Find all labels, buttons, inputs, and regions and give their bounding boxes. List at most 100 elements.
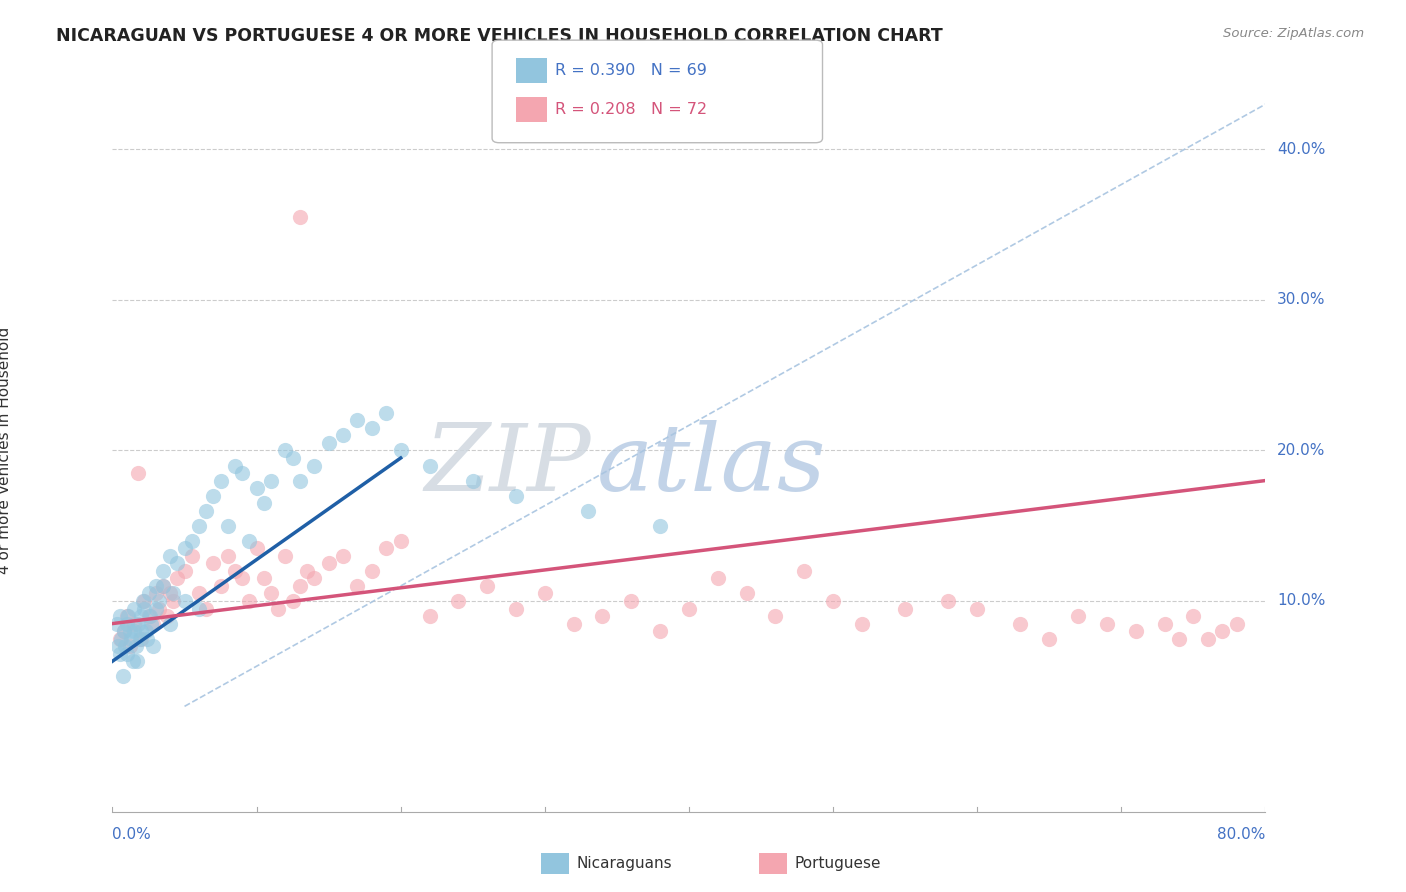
- Point: [1211, 624, 1233, 639]
- Point: [125, 654, 148, 668]
- Point: [128, 632, 150, 646]
- Point: [108, 647, 131, 661]
- Point: [159, 586, 181, 600]
- Point: [114, 639, 136, 653]
- Point: [318, 557, 340, 571]
- Point: [346, 413, 368, 427]
- Point: [1038, 632, 1060, 646]
- Text: NICARAGUAN VS PORTUGUESE 4 OR MORE VEHICLES IN HOUSEHOLD CORRELATION CHART: NICARAGUAN VS PORTUGUESE 4 OR MORE VEHIC…: [56, 27, 943, 45]
- Point: [180, 549, 202, 563]
- Point: [120, 632, 142, 646]
- Point: [281, 450, 304, 465]
- Point: [274, 443, 297, 458]
- Point: [851, 616, 873, 631]
- Point: [505, 601, 527, 615]
- Point: [188, 586, 211, 600]
- Point: [166, 571, 188, 585]
- Point: [253, 571, 276, 585]
- Point: [246, 541, 269, 556]
- Point: [134, 601, 156, 615]
- Point: [108, 632, 131, 646]
- Point: [112, 624, 135, 639]
- Point: [1226, 616, 1249, 631]
- Text: 4 or more Vehicles in Household: 4 or more Vehicles in Household: [0, 326, 11, 574]
- Point: [173, 594, 195, 608]
- Point: [260, 586, 283, 600]
- Point: [735, 586, 758, 600]
- Point: [1182, 609, 1205, 624]
- Text: R = 0.390   N = 69: R = 0.390 N = 69: [555, 63, 707, 78]
- Point: [477, 579, 499, 593]
- Point: [132, 594, 155, 608]
- Point: [148, 601, 170, 615]
- Point: [295, 564, 318, 578]
- Point: [253, 496, 276, 510]
- Point: [202, 557, 225, 571]
- Text: R = 0.208   N = 72: R = 0.208 N = 72: [555, 103, 707, 117]
- Point: [195, 503, 218, 517]
- Point: [156, 609, 179, 624]
- Point: [139, 609, 162, 624]
- Point: [142, 639, 165, 653]
- Point: [389, 443, 412, 458]
- Point: [112, 624, 135, 639]
- Point: [1010, 616, 1032, 631]
- Point: [148, 594, 170, 608]
- Point: [375, 541, 398, 556]
- Point: [173, 564, 195, 578]
- Point: [188, 601, 211, 615]
- Point: [129, 624, 153, 639]
- Point: [152, 564, 174, 578]
- Point: [281, 594, 304, 608]
- Point: [678, 601, 700, 615]
- Point: [1153, 616, 1175, 631]
- Point: [134, 594, 156, 608]
- Point: [124, 639, 146, 653]
- Text: 40.0%: 40.0%: [1277, 142, 1326, 157]
- Point: [138, 586, 160, 600]
- Point: [447, 594, 470, 608]
- Point: [332, 549, 354, 563]
- Point: [145, 586, 167, 600]
- Point: [129, 632, 153, 646]
- Point: [121, 654, 143, 668]
- Point: [209, 579, 232, 593]
- Text: 20.0%: 20.0%: [1277, 443, 1326, 458]
- Point: [288, 474, 311, 488]
- Point: [188, 518, 211, 533]
- Point: [122, 616, 145, 631]
- Point: [304, 571, 326, 585]
- Point: [142, 616, 165, 631]
- Point: [938, 594, 960, 608]
- Text: 10.0%: 10.0%: [1277, 593, 1326, 608]
- Point: [576, 503, 599, 517]
- Point: [246, 481, 269, 495]
- Point: [111, 669, 134, 683]
- Point: [707, 571, 730, 585]
- Point: [224, 564, 246, 578]
- Point: [389, 533, 412, 548]
- Point: [129, 609, 153, 624]
- Text: Nicaraguans: Nicaraguans: [576, 856, 672, 871]
- Point: [288, 210, 311, 224]
- Text: 30.0%: 30.0%: [1277, 293, 1326, 308]
- Point: [592, 609, 614, 624]
- Point: [110, 632, 132, 646]
- Point: [620, 594, 643, 608]
- Text: ZIP: ZIP: [425, 420, 591, 510]
- Point: [118, 639, 141, 653]
- Point: [332, 428, 354, 442]
- Point: [166, 557, 188, 571]
- Point: [231, 571, 253, 585]
- Point: [1197, 632, 1219, 646]
- Point: [267, 601, 290, 615]
- Point: [238, 533, 260, 548]
- Point: [260, 474, 283, 488]
- Point: [562, 616, 585, 631]
- Point: [505, 489, 527, 503]
- Point: [180, 533, 202, 548]
- Point: [238, 594, 260, 608]
- Point: [419, 458, 441, 473]
- Point: [217, 518, 239, 533]
- Point: [117, 609, 139, 624]
